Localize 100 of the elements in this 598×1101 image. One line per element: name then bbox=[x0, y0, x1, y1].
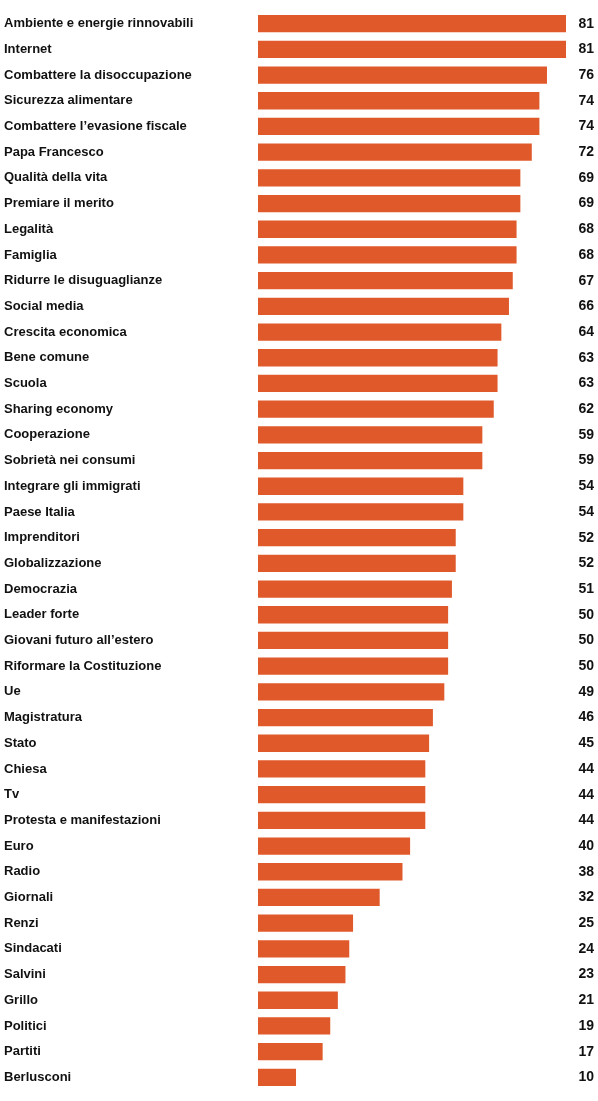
y-tick-label: Sindacati bbox=[4, 940, 62, 956]
data-label: 68 bbox=[578, 245, 595, 262]
y-tick-label: Berlusconi bbox=[4, 1068, 72, 1084]
data-label: 62 bbox=[578, 400, 595, 417]
y-tick-label: Partiti bbox=[4, 1043, 41, 1059]
y-tick-label: Sharing economy bbox=[4, 400, 114, 416]
data-label: 69 bbox=[578, 194, 595, 211]
bar bbox=[258, 760, 426, 778]
y-tick-label: Crescita economica bbox=[4, 323, 128, 339]
y-tick-label: Renzi bbox=[4, 914, 39, 930]
data-label: 51 bbox=[578, 579, 595, 596]
y-tick-label: Radio bbox=[4, 863, 41, 879]
data-label: 40 bbox=[578, 836, 595, 853]
y-tick-label: Giornali bbox=[4, 889, 54, 905]
y-tick-label: Leader forte bbox=[4, 606, 80, 622]
data-label: 17 bbox=[578, 1042, 595, 1059]
bar bbox=[258, 786, 426, 804]
bar bbox=[258, 708, 433, 727]
data-label: 45 bbox=[578, 734, 595, 751]
data-label: 46 bbox=[578, 708, 595, 725]
data-label: 38 bbox=[578, 862, 595, 879]
bar bbox=[258, 914, 354, 932]
data-label: 63 bbox=[578, 374, 595, 391]
bar bbox=[258, 349, 498, 367]
data-label: 74 bbox=[578, 117, 595, 134]
data-label: 68 bbox=[578, 220, 595, 237]
y-tick-label: Ue bbox=[4, 683, 21, 699]
bar bbox=[258, 15, 566, 33]
data-label: 74 bbox=[578, 91, 595, 108]
bar bbox=[258, 1068, 297, 1086]
bar bbox=[258, 426, 483, 444]
bar bbox=[258, 811, 426, 829]
data-label: 54 bbox=[578, 477, 595, 494]
data-label: 44 bbox=[578, 785, 595, 802]
data-label: 81 bbox=[578, 40, 595, 57]
data-label: 32 bbox=[578, 888, 595, 905]
bar bbox=[258, 194, 521, 213]
y-tick-label: Magistratura bbox=[4, 709, 83, 725]
bar bbox=[258, 66, 547, 84]
y-tick-label: Tv bbox=[4, 786, 20, 802]
y-tick-label: Cooperazione bbox=[4, 426, 90, 442]
bar bbox=[258, 40, 566, 58]
bar bbox=[258, 965, 346, 984]
y-tick-label: Ambiente e energie rinnovabili bbox=[4, 15, 194, 31]
y-tick-label: Giovani futuro all’estero bbox=[4, 632, 154, 648]
data-label: 72 bbox=[578, 143, 595, 160]
bar bbox=[258, 580, 452, 598]
bar bbox=[258, 477, 464, 495]
y-tick-label: Stato bbox=[4, 734, 37, 750]
data-label: 10 bbox=[578, 1068, 595, 1085]
data-label: 23 bbox=[578, 965, 595, 982]
y-tick-label: Paese Italia bbox=[4, 503, 76, 519]
bar bbox=[258, 1017, 331, 1035]
bar bbox=[258, 143, 532, 161]
data-label: 44 bbox=[578, 759, 595, 776]
y-tick-label: Globalizzazione bbox=[4, 554, 102, 570]
bar bbox=[258, 323, 502, 341]
data-label: 50 bbox=[578, 657, 595, 674]
y-tick-label: Legalità bbox=[4, 220, 54, 236]
data-label: 52 bbox=[578, 528, 595, 545]
bar bbox=[258, 1043, 323, 1061]
bar bbox=[258, 169, 521, 187]
data-label: 52 bbox=[578, 554, 595, 571]
data-label: 76 bbox=[578, 65, 595, 82]
bar bbox=[258, 220, 517, 238]
data-label: 69 bbox=[578, 168, 595, 185]
data-label: 66 bbox=[578, 297, 595, 314]
y-tick-label: Papa Francesco bbox=[4, 143, 104, 159]
y-tick-label: Euro bbox=[4, 837, 34, 853]
data-label: 59 bbox=[578, 425, 595, 442]
y-tick-label: Riformare la Costituzione bbox=[4, 657, 162, 673]
data-label: 64 bbox=[578, 322, 595, 339]
data-label: 24 bbox=[578, 939, 595, 956]
data-label: 49 bbox=[578, 682, 595, 699]
y-tick-label: Grillo bbox=[4, 991, 39, 1007]
bar bbox=[258, 631, 449, 650]
bar bbox=[258, 683, 445, 701]
bar bbox=[258, 657, 449, 675]
y-tick-label: Internet bbox=[4, 40, 53, 56]
y-tick-label: Social media bbox=[4, 297, 85, 313]
y-tick-label: Scuola bbox=[4, 375, 48, 391]
y-tick-label: Sicurezza alimentare bbox=[4, 92, 133, 108]
y-tick-label: Ridurre le disuguaglianze bbox=[4, 272, 163, 288]
y-tick-label: Salvini bbox=[4, 966, 46, 982]
bar bbox=[258, 554, 456, 572]
data-label: 25 bbox=[578, 914, 595, 931]
y-tick-label: Qualità della vita bbox=[4, 169, 109, 185]
data-label: 67 bbox=[578, 271, 595, 288]
bar bbox=[258, 606, 449, 624]
data-label: 63 bbox=[578, 348, 595, 365]
bar bbox=[258, 246, 517, 264]
y-tick-label: Combattere l’evasione fiscale bbox=[4, 118, 187, 134]
y-tick-label: Integrare gli immigrati bbox=[4, 477, 141, 493]
y-tick-label: Famiglia bbox=[4, 246, 58, 262]
bar bbox=[258, 400, 494, 418]
bar bbox=[258, 92, 540, 110]
data-label: 50 bbox=[578, 631, 595, 648]
bar bbox=[258, 272, 513, 290]
bar bbox=[258, 734, 430, 752]
bar bbox=[258, 117, 540, 136]
